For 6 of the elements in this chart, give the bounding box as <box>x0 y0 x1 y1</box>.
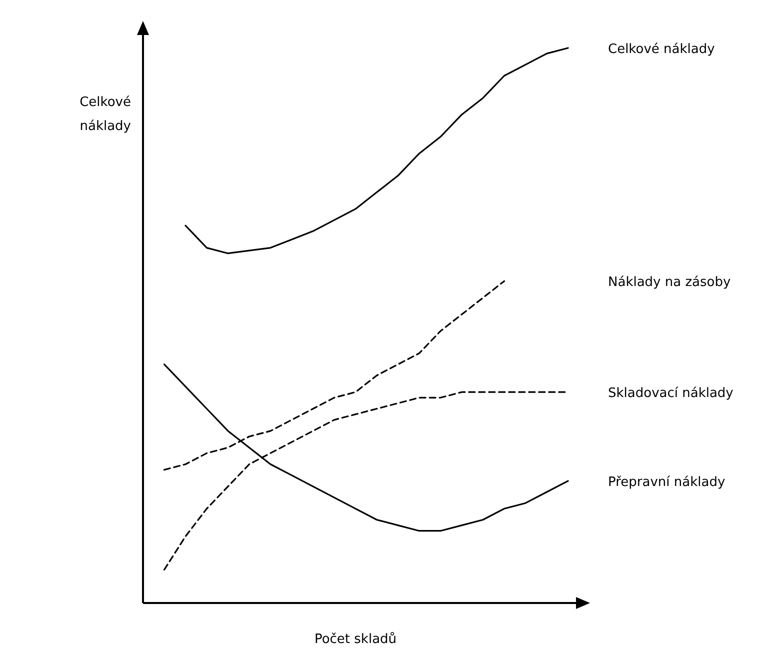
y-axis-title: Celkové náklady <box>80 95 132 134</box>
text: Skladovací náklady <box>608 386 734 402</box>
x-axis-title: Počet skladů <box>314 631 397 647</box>
text: Celkové náklady <box>608 42 716 57</box>
text: Náklady na zásoby <box>608 275 731 290</box>
text: Přepravní náklady <box>608 474 726 490</box>
